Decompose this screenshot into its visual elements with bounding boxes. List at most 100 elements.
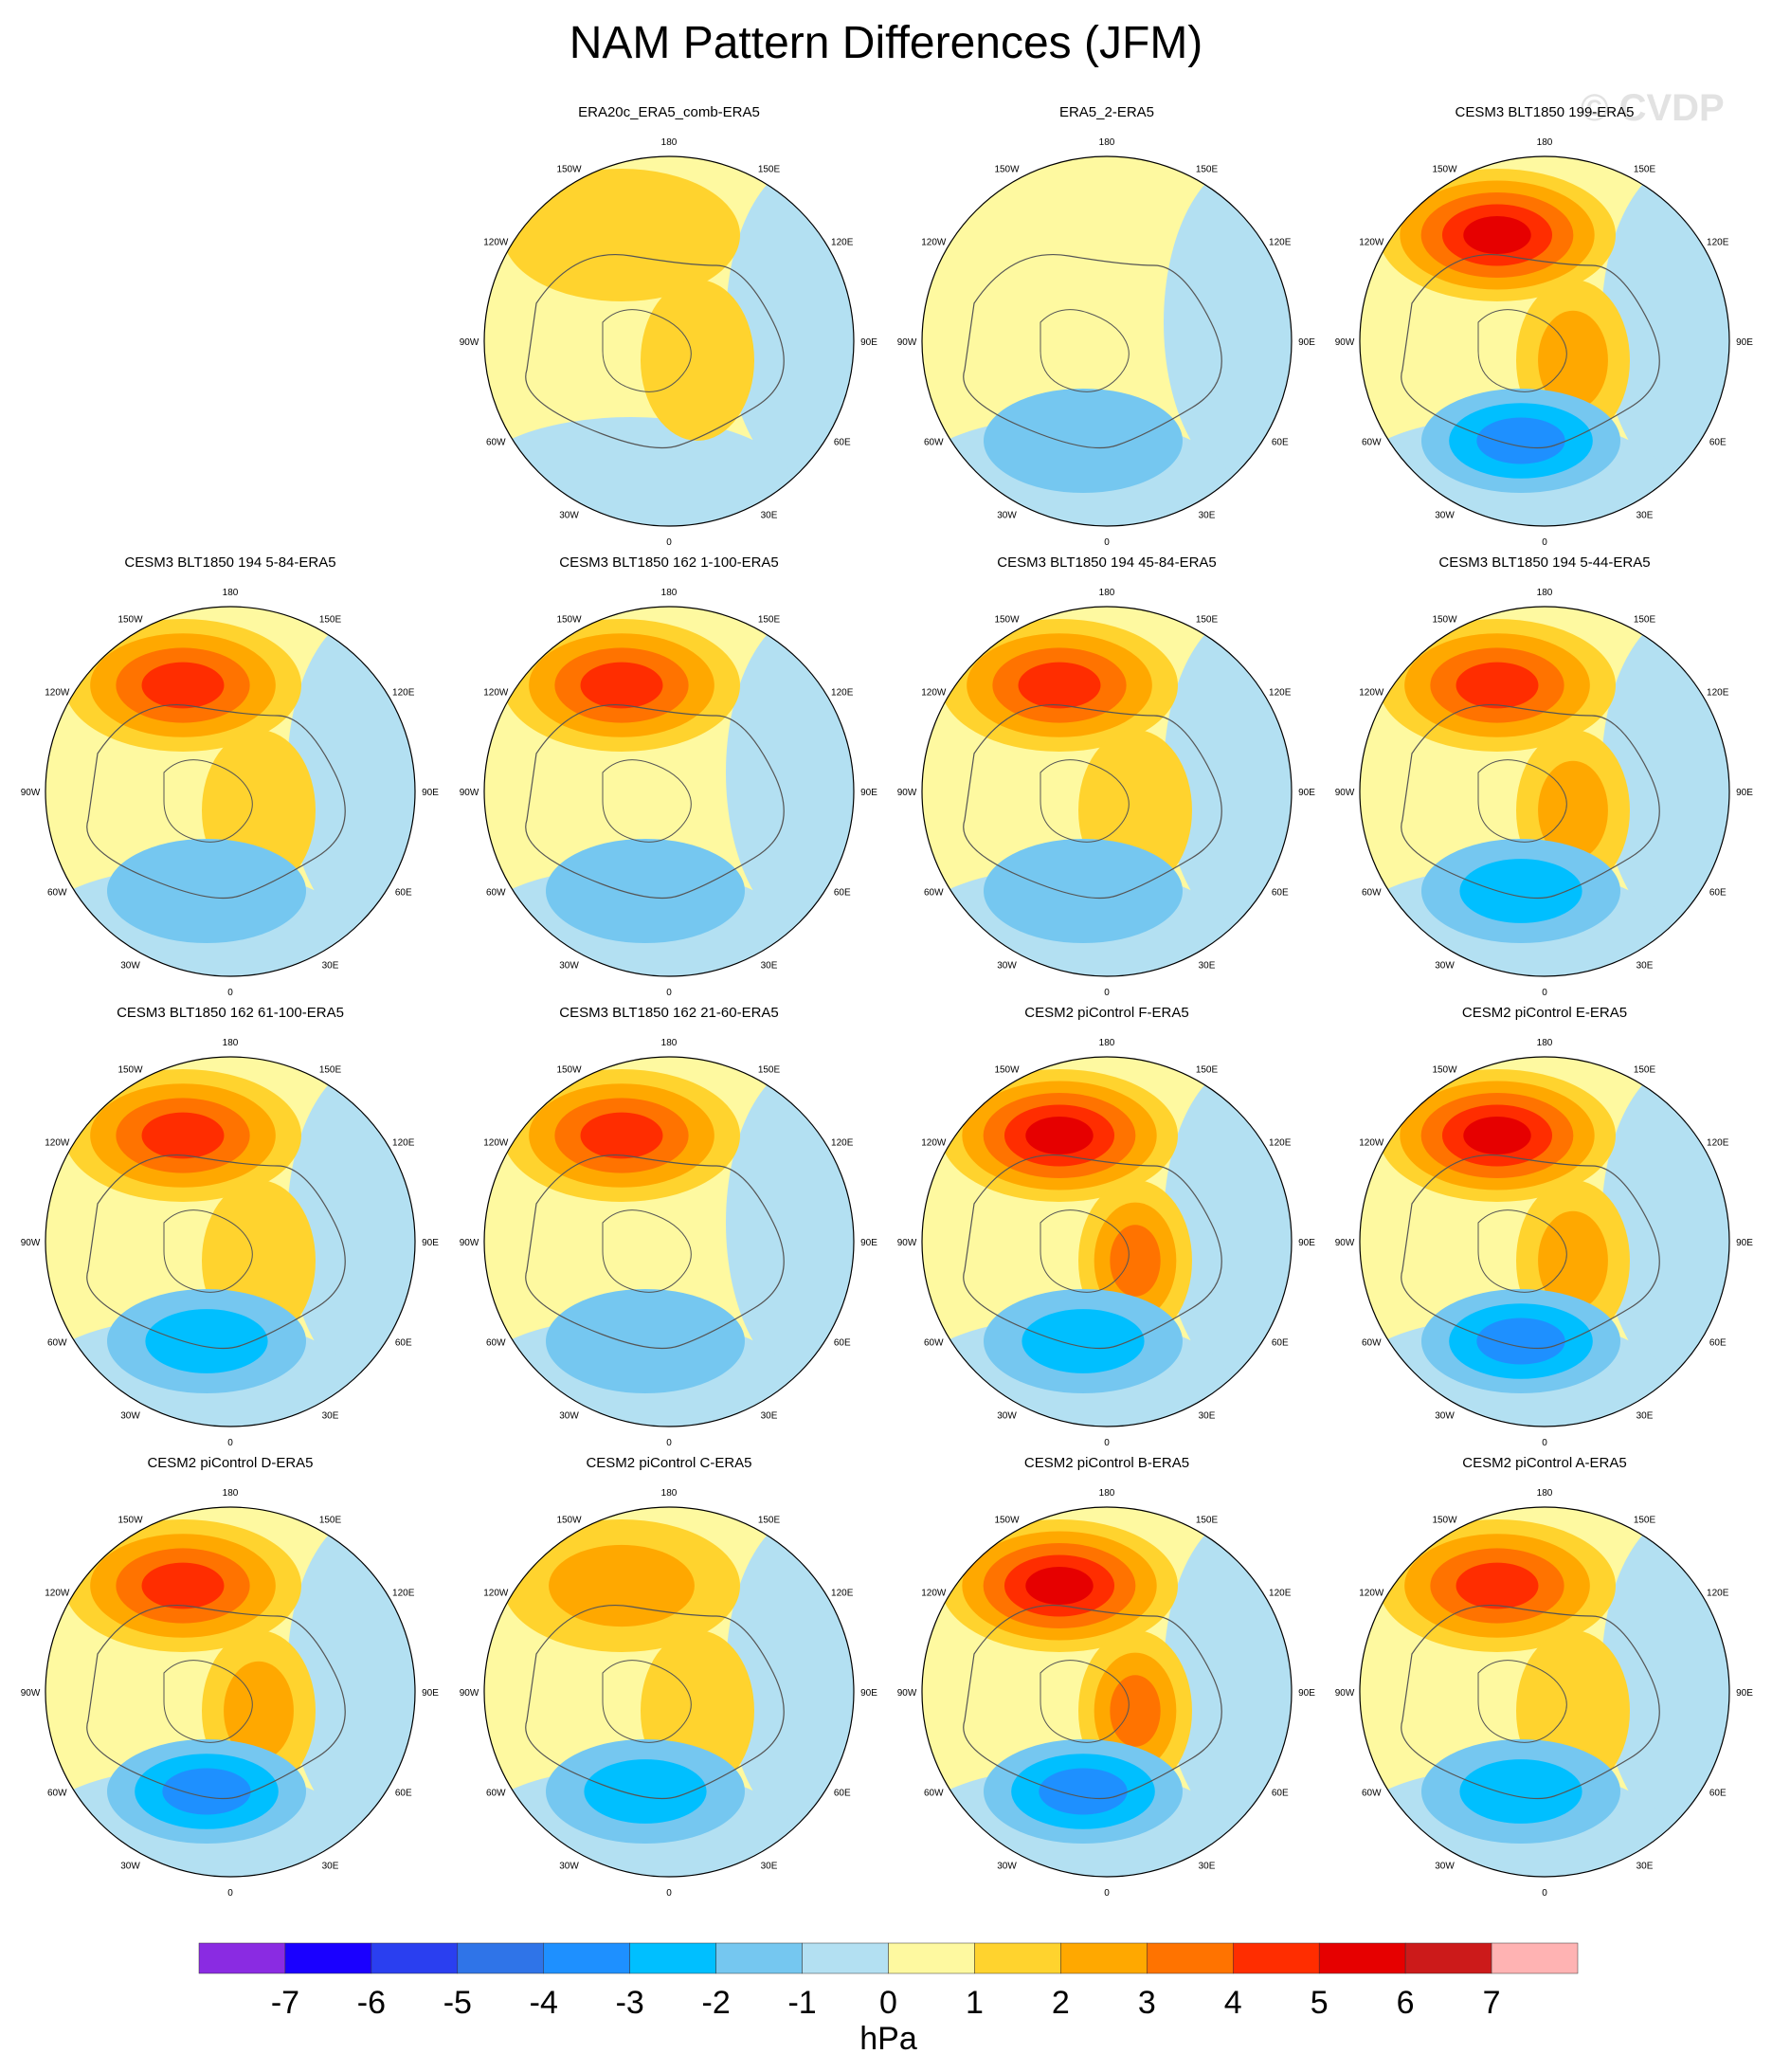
atlantic-low-lobe	[584, 1759, 707, 1824]
longitude-label: 0	[1104, 988, 1110, 998]
colorbar-swatch	[1491, 1942, 1579, 1974]
pressure-field	[922, 607, 1292, 976]
colorbar-label: 1	[966, 1985, 984, 2021]
longitude-label: 120E	[392, 688, 415, 699]
longitude-label: 90W	[1335, 337, 1355, 348]
atlantic-low-lobe	[162, 1768, 251, 1815]
longitude-label: 150W	[1432, 1515, 1457, 1525]
colorbar-swatch	[543, 1942, 630, 1974]
longitude-label: 150W	[556, 164, 582, 174]
colorbar-label: 2	[1052, 1985, 1070, 2021]
longitude-label: 150W	[994, 1515, 1020, 1525]
longitude-label: 90E	[860, 788, 877, 798]
panel-title: CESM2 piControl B-ERA5	[1024, 1455, 1189, 1471]
coastline	[602, 1660, 692, 1743]
longitude-label: 60E	[395, 1338, 412, 1349]
map-panel: ERA20c_ERA5_comb-ERA5 180 150E 120E 90E 60E 30…	[460, 104, 878, 548]
longitude-label: 120W	[45, 1589, 70, 1599]
eurasia-lobe	[1538, 310, 1608, 410]
negative-band	[1164, 1512, 1292, 1834]
coastline	[1401, 254, 1660, 449]
longitude-label: 60E	[834, 1789, 851, 1799]
longitude-label: 60E	[1709, 1338, 1727, 1349]
longitude-label: 120E	[1269, 1138, 1292, 1149]
longitude-label: 120W	[1359, 1589, 1384, 1599]
longitude-label: 90W	[897, 1238, 917, 1248]
longitude-label: 0	[1104, 537, 1110, 548]
atlantic-low-lobe	[1459, 1759, 1582, 1824]
pacific-high-lobe	[1025, 1567, 1094, 1605]
longitude-label: 150E	[758, 1515, 781, 1525]
eurasia-lobe	[1538, 1210, 1608, 1311]
atlantic-low-lobe	[1476, 1318, 1565, 1365]
longitude-label: 180	[223, 588, 239, 598]
negative-band	[726, 1062, 854, 1384]
atlantic-low-lobe	[1022, 1309, 1145, 1373]
panel-title: CESM2 piControl E-ERA5	[1462, 1005, 1627, 1021]
longitude-label: 0	[1542, 1888, 1547, 1899]
longitude-label: 90W	[1335, 1238, 1355, 1248]
longitude-label: 180	[661, 137, 678, 148]
atlantic-low-lobe	[145, 1309, 268, 1373]
longitude-label: 90E	[1298, 1688, 1315, 1699]
longitude-label: 90E	[860, 1238, 877, 1248]
negative-band	[726, 161, 854, 483]
map-panel: CESM3 BLT1850 162 1-100-ERA5 180 150E 120E 9…	[460, 554, 878, 998]
longitude-label: 150W	[994, 164, 1020, 174]
coastline	[525, 1154, 785, 1350]
negative-band	[1164, 161, 1292, 483]
longitude-label: 90E	[860, 1688, 877, 1699]
longitude-label: 180	[223, 1038, 239, 1048]
pacific-high-lobe	[1463, 216, 1531, 254]
longitude-label: 180	[661, 1038, 678, 1048]
negative-band	[287, 611, 415, 934]
panel-title: CESM3 BLT1850 199-ERA5	[1456, 104, 1635, 120]
coastline	[1477, 1209, 1567, 1293]
cvdp-watermark: © CVDP	[1581, 87, 1725, 129]
longitude-label: 30W	[120, 961, 140, 972]
pacific-high-lobe	[1018, 662, 1101, 709]
longitude-label: 0	[227, 988, 233, 998]
map-border	[921, 606, 1293, 977]
map-border	[483, 1056, 855, 1427]
longitude-label: 30W	[1435, 961, 1455, 972]
map-panels: ERA20c_ERA5_comb-ERA5 180 150E 120E 90E 60E 30…	[21, 104, 1754, 1899]
longitude-label: 30E	[761, 961, 778, 972]
atlantic-low-lobe	[107, 839, 306, 943]
colorbar-swatch	[888, 1942, 975, 1974]
longitude-label: 30W	[1435, 1411, 1455, 1422]
eurasia-lobe	[1538, 760, 1608, 861]
coastline	[1040, 309, 1130, 392]
longitude-label: 180	[1099, 588, 1115, 598]
pacific-high-lobe	[141, 662, 225, 709]
longitude-label: 60E	[395, 888, 412, 899]
eurasia-lobe	[1110, 1675, 1161, 1747]
longitude-label: 60E	[1709, 888, 1727, 899]
eurasia-lobe	[641, 280, 754, 441]
longitude-label: 0	[666, 1438, 672, 1448]
coastline	[525, 704, 785, 900]
coastline	[525, 1605, 785, 1800]
longitude-label: 150E	[319, 1515, 342, 1525]
longitude-label: 60W	[47, 1789, 67, 1799]
colorbar-label: -5	[443, 1985, 472, 2021]
longitude-label: 60W	[924, 1338, 944, 1349]
longitude-label: 0	[1542, 1438, 1547, 1448]
pacific-high-lobe	[1456, 1562, 1539, 1609]
map-border	[921, 1506, 1293, 1878]
longitude-label: 180	[661, 588, 678, 598]
pacific-high-lobe	[503, 169, 740, 301]
longitude-label: 90W	[460, 788, 479, 798]
longitude-label: 150W	[994, 1064, 1020, 1075]
longitude-label: 120W	[1359, 238, 1384, 248]
pacific-high-lobe	[1456, 662, 1539, 709]
longitude-label: 60E	[1709, 1789, 1727, 1799]
longitude-label: 150W	[556, 614, 582, 625]
longitude-label: 60W	[486, 888, 506, 899]
longitude-label: 30E	[761, 511, 778, 521]
longitude-label: 150W	[118, 614, 143, 625]
longitude-label: 180	[1537, 588, 1553, 598]
longitude-label: 30E	[1199, 511, 1216, 521]
longitude-label: 120E	[831, 688, 854, 699]
longitude-label: 90E	[1736, 1688, 1753, 1699]
